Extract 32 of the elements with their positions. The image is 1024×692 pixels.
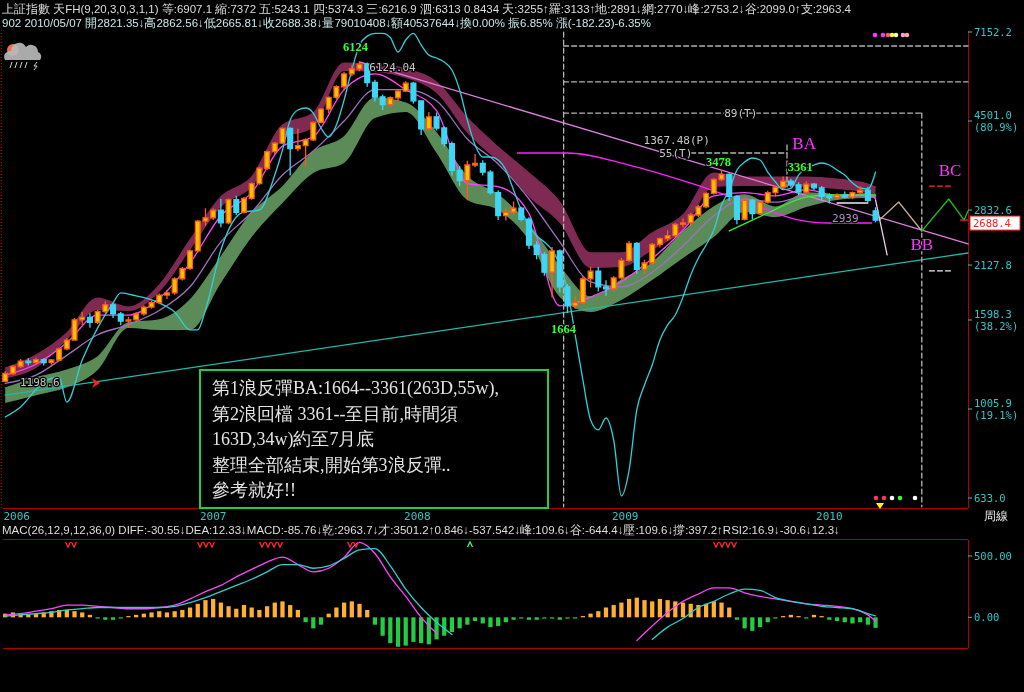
chart-subtitle: 902 2010/05/07 開2821.35↓高2862.56↓低2665.81↓收2688.38↓量79010408↓額40537644↓換0.00% 振6.85% 漲(-182.23)-6.35% [2,16,651,29]
x-tick-label: 2009 [611,509,639,523]
annotation: 3478 [706,154,732,169]
annotation: BA [792,133,817,153]
annotation: BC [938,160,962,180]
y-tick-label: 4501.0 (80.9%) [974,108,1019,134]
y-tick-label: 2832.6 [974,204,1012,217]
y-tick-label: 7152.2 [974,26,1012,39]
annotation: BB [910,234,934,254]
y-tick-label: 500.00 [974,549,1012,562]
x-tick-label: 2010 [816,509,843,523]
y-tick-label: 633.0 [974,492,1006,505]
annotation: 第1浪反彈BA:1664--3361(263D,55w), [212,378,499,399]
annotation: 1367.48(P) [643,133,710,147]
annotation: 第2浪回檔 3361--至目前,時間須 [212,403,458,424]
annotation: 163D,34w)約至7月底 [212,429,375,450]
ref-line-label: 2688.4 [973,217,1011,230]
y-tick-label: 1598.3 (38.2%) [974,307,1019,333]
annotation: 3361 [787,160,813,175]
annotation: 參考就好!! [212,480,296,500]
annotation: 整理全部結束,開始第3浪反彈.. [212,454,451,475]
x-tick-label: 2008 [404,509,431,523]
y-tick-label: 0.00 [974,611,1000,624]
y-tick-label: 2127.8 [974,259,1012,272]
chart-title: 上証指數 天FH(9,20,3,0,3,1,1) 等:6907.1 縮:7372 五:5243.1 四:5374.3 三:6216.9 泗:6313 0.8434 天:3255↑羅:3133↑地:2891↓網:2770↓峰:2753.2↓谷:2099.0↑支:2963.4 [2,2,852,15]
x-axis-title: 周線 [984,509,1008,523]
annotation: 55(T) [659,146,693,160]
x-tick-label: 2006 [3,509,30,523]
y-tick-label: 1005.9 (19.1%) [974,396,1019,422]
x-tick-label: 2007 [199,509,227,523]
annotation: 2939 [832,211,859,225]
chart-title: MAC(26,12,9,12,36,0) DIFF:-30.55↓DEA:12.33↓MACD:-85.76↓乾:2963.7↓才:3501.2↑0.846↓-537.542↓峰:109.6↓谷:-644.4↓壓:109.6↓撐:397.2↑RSI2:16.9↓-30.6↓12.3↓ [2,524,840,536]
